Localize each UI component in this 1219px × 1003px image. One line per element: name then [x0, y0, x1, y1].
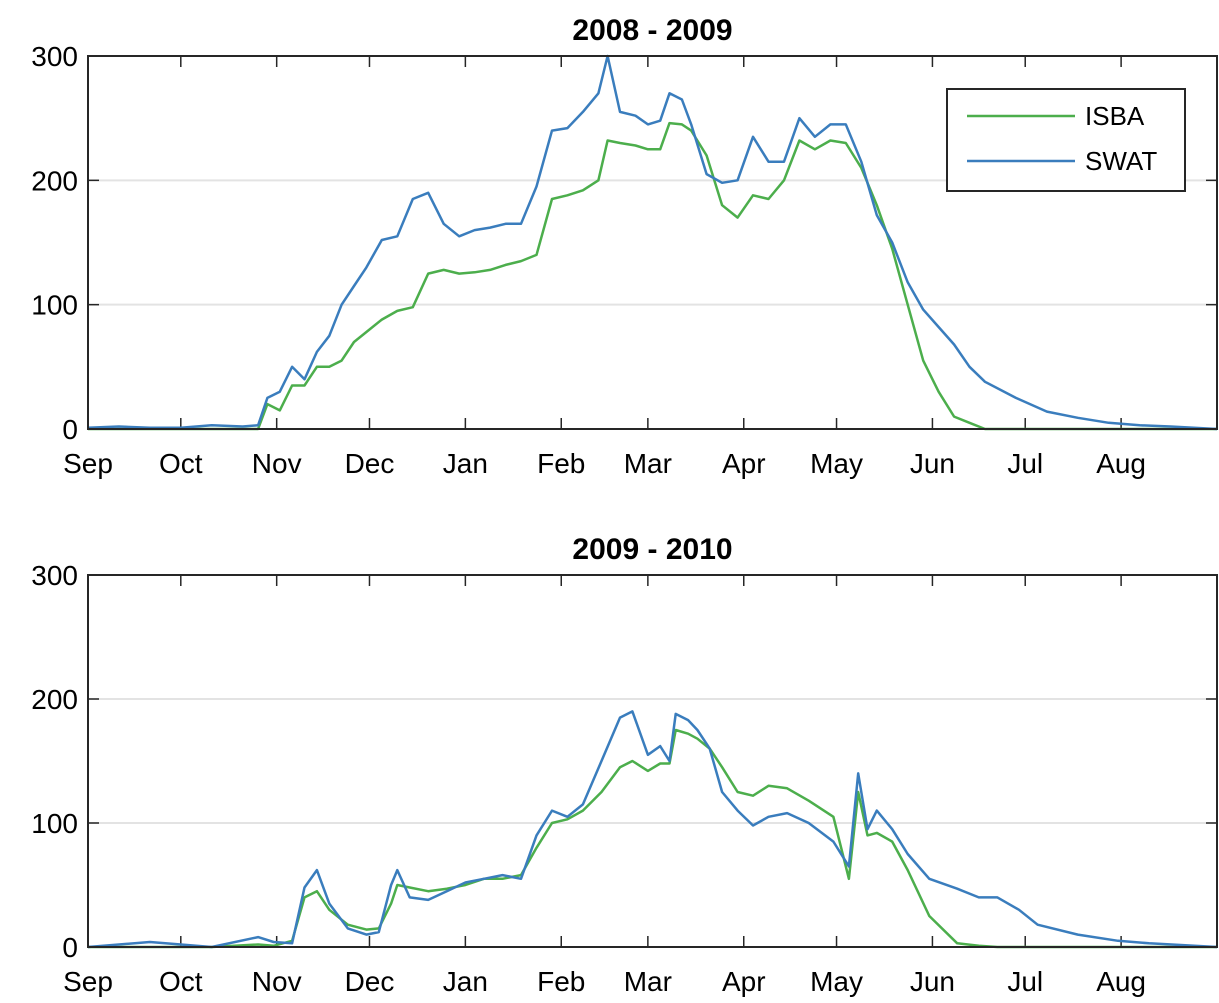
y-tick-label: 100	[31, 290, 78, 321]
x-tick-label: Jul	[1007, 966, 1043, 997]
x-tick-label: Jan	[443, 966, 488, 997]
x-tick-label: Oct	[159, 448, 203, 479]
series-line	[87, 710, 1218, 949]
axes-box	[87, 574, 1218, 948]
x-tick-label: Mar	[624, 966, 672, 997]
chart-title: 2008 - 2009	[572, 14, 732, 47]
x-tick-label: Jun	[910, 448, 955, 479]
legend-label: SWAT	[1085, 146, 1157, 176]
x-tick-label: Nov	[252, 966, 302, 997]
x-tick-label: Sep	[63, 966, 113, 997]
y-tick-label: 0	[62, 932, 78, 963]
y-tick-label: 200	[31, 684, 78, 715]
y-tick-label: 0	[62, 414, 78, 445]
series-line	[87, 54, 1218, 431]
x-tick-label: Aug	[1096, 448, 1146, 479]
series-line	[88, 728, 1217, 949]
y-tick-label: 300	[31, 41, 78, 72]
y-tick-label: 100	[31, 808, 78, 839]
x-tick-label: May	[810, 966, 863, 997]
x-tick-label: Sep	[63, 448, 113, 479]
x-tick-label: Feb	[537, 966, 585, 997]
x-tick-label: Jul	[1007, 448, 1043, 479]
legend-box	[946, 88, 1186, 192]
x-tick-label: Oct	[159, 966, 203, 997]
x-tick-label: Feb	[537, 448, 585, 479]
x-tick-label: Apr	[722, 448, 766, 479]
series-line	[88, 121, 1217, 431]
y-tick-label: 300	[31, 560, 78, 591]
x-tick-label: Dec	[345, 448, 395, 479]
x-tick-label: Jan	[443, 448, 488, 479]
y-tick-label: 200	[31, 165, 78, 196]
x-tick-label: May	[810, 448, 863, 479]
x-tick-label: Apr	[722, 966, 766, 997]
x-tick-label: Mar	[624, 448, 672, 479]
legend-label: ISBA	[1085, 101, 1145, 131]
x-tick-label: Dec	[345, 966, 395, 997]
x-tick-label: Nov	[252, 448, 302, 479]
x-tick-label: Aug	[1096, 966, 1146, 997]
chart-title: 2009 - 2010	[572, 533, 732, 566]
x-tick-label: Jun	[910, 966, 955, 997]
axes-box	[87, 55, 1218, 430]
